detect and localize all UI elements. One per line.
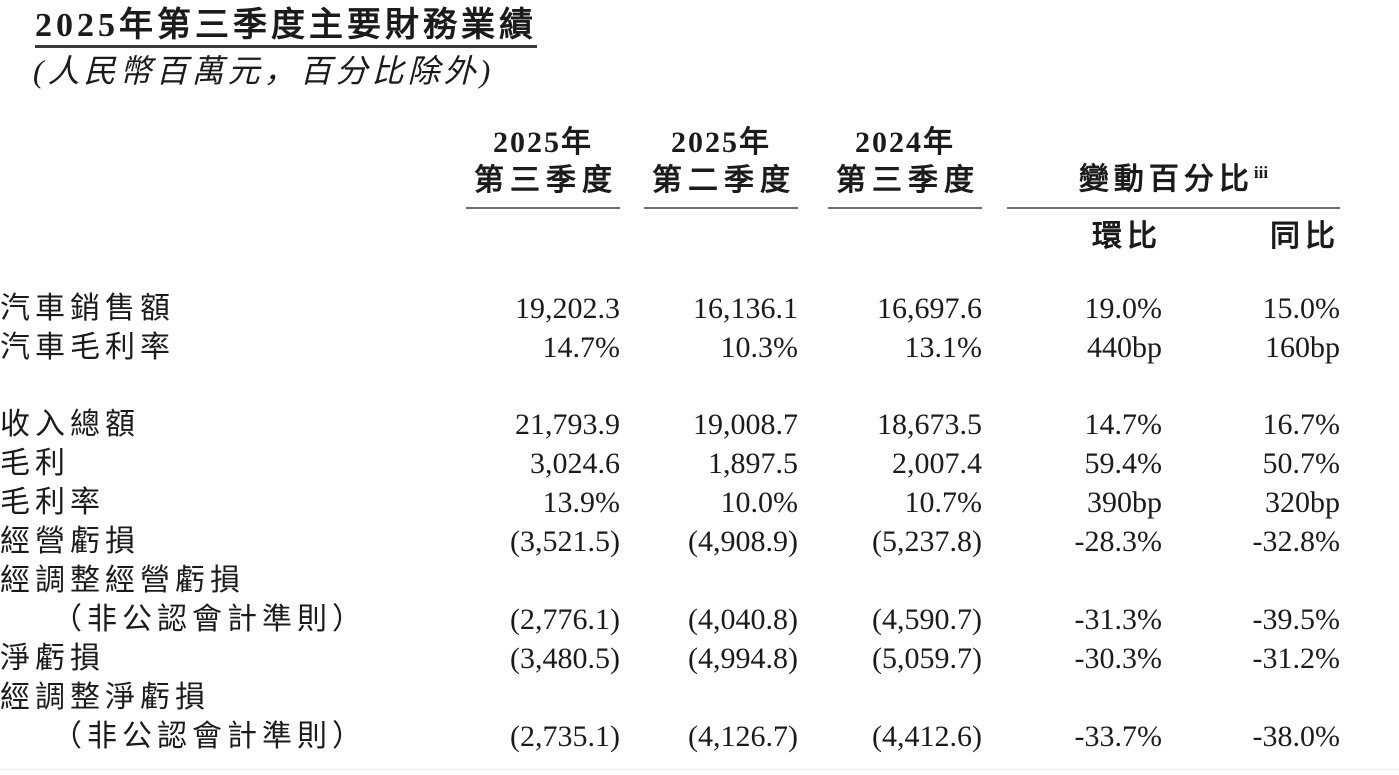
table-row-operating-loss: 經營虧損 (3,521.5) (4,908.9) (5,237.8) -28.3… xyxy=(0,522,1340,561)
cell-q3-2025: (2,776.1) xyxy=(510,603,620,636)
header-q2-2025-block: 2025年 第二季度 xyxy=(644,124,798,209)
row-label: 經調整經營虧損 xyxy=(0,564,245,597)
cell-q2-2025: 10.0% xyxy=(720,486,799,519)
cell-q2-2025: (4,126.7) xyxy=(688,720,798,753)
header-quarter: 第三季度 xyxy=(474,164,618,197)
header-qoq: 環比 xyxy=(1092,220,1162,253)
row-label: 淨虧損 xyxy=(0,642,105,675)
cell-q2-2025: 19,008.7 xyxy=(693,408,798,441)
table-subheader-row: 環比 同比 xyxy=(0,209,1340,257)
cell-yoy: 320bp xyxy=(1265,486,1340,519)
cell-q2-2025: (4,994.8) xyxy=(688,642,798,675)
table-header-row: 2025年 第三季度 2025年 第二季度 2024年 第三季度 xyxy=(0,112,1340,209)
header-empty-cell xyxy=(0,112,445,209)
table-row-adjusted-operating-loss-label: 經調整經營虧損 xyxy=(0,561,1340,600)
page-subtitle: (人民幣百萬元，百分比除外) xyxy=(33,53,495,89)
cell-q3-2025: (2,735.1) xyxy=(510,720,620,753)
cell-q3-2025: 19,202.3 xyxy=(515,292,620,325)
table-row-total-revenues: 收入總額 21,793.9 19,008.7 18,673.5 14.7% 16… xyxy=(0,405,1340,444)
cell-yoy: -39.5% xyxy=(1252,603,1340,636)
cell-qoq: 390bp xyxy=(1087,486,1162,519)
cell-q2-2025: (4,040.8) xyxy=(688,603,798,636)
cell-q3-2024: (4,412.6) xyxy=(872,720,982,753)
header-quarter: 第三季度 xyxy=(836,164,980,197)
cell-qoq: -30.3% xyxy=(1074,642,1162,675)
cell-q2-2025: 16,136.1 xyxy=(693,292,798,325)
table-row-adjusted-net-loss-label: 經調整淨虧損 xyxy=(0,678,1340,717)
header-change-percentage: 變動百分比iii xyxy=(1007,154,1340,209)
table-row-adjusted-operating-loss-nongaap: （非公認會計準則） (2,776.1) (4,040.8) (4,590.7) … xyxy=(0,600,1340,639)
row-label: （非公認會計準則） xyxy=(52,603,367,636)
financial-results-table: 2025年 第三季度 2025年 第二季度 2024年 第三季度 xyxy=(0,112,1340,756)
cell-qoq: 440bp xyxy=(1087,331,1162,364)
cell-yoy: 160bp xyxy=(1265,331,1340,364)
cell-yoy: 15.0% xyxy=(1262,292,1341,325)
cell-yoy: -32.8% xyxy=(1252,525,1340,558)
header-q3-2025: 2025年 第三季度 xyxy=(445,112,620,209)
cell-yoy: 16.7% xyxy=(1262,408,1341,441)
row-label: 經營虧損 xyxy=(0,525,140,558)
row-label: 汽車銷售額 xyxy=(0,292,175,325)
header-year: 2025年 xyxy=(493,126,593,159)
header-yoy: 同比 xyxy=(1270,220,1340,253)
cell-q3-2024: 18,673.5 xyxy=(877,408,982,441)
cell-q3-2025: 13.9% xyxy=(542,486,621,519)
row-label: 毛利率 xyxy=(0,486,105,519)
spacer-row xyxy=(0,257,1340,289)
cell-yoy: 50.7% xyxy=(1262,447,1341,480)
cell-q3-2025: 3,024.6 xyxy=(530,447,620,480)
cell-qoq: -31.3% xyxy=(1074,603,1162,636)
header-q3-2024: 2024年 第三季度 xyxy=(798,112,982,209)
cell-q3-2025: (3,480.5) xyxy=(510,642,620,675)
table-row-gross-margin: 毛利率 13.9% 10.0% 10.7% 390bp 320bp xyxy=(0,483,1340,522)
row-label: （非公認會計準則） xyxy=(52,720,367,753)
cell-q3-2024: (4,590.7) xyxy=(872,603,982,636)
cell-q3-2024: 13.1% xyxy=(904,331,983,364)
cell-q3-2024: 2,007.4 xyxy=(892,447,982,480)
cell-qoq: 59.4% xyxy=(1084,447,1163,480)
cell-q3-2024: (5,237.8) xyxy=(872,525,982,558)
table-row-adjusted-net-loss-nongaap: （非公認會計準則） (2,735.1) (4,126.7) (4,412.6) … xyxy=(0,717,1340,756)
header-q2-2025: 2025年 第二季度 xyxy=(620,112,798,209)
cell-q3-2025: 21,793.9 xyxy=(515,408,620,441)
header-change-group: 變動百分比iii xyxy=(982,112,1340,209)
table-row-net-loss: 淨虧損 (3,480.5) (4,994.8) (5,059.7) -30.3%… xyxy=(0,639,1340,678)
cell-q3-2024: 10.7% xyxy=(904,486,983,519)
cell-q2-2025: 1,897.5 xyxy=(708,447,798,480)
table-row-vehicle-margin: 汽車毛利率 14.7% 10.3% 13.1% 440bp 160bp xyxy=(0,328,1340,367)
row-label: 汽車毛利率 xyxy=(0,331,175,364)
cell-q3-2025: 14.7% xyxy=(542,331,621,364)
row-label: 收入總額 xyxy=(0,408,140,441)
header-year: 2025年 xyxy=(671,126,771,159)
header-q3-2024-block: 2024年 第三季度 xyxy=(828,124,982,209)
cell-qoq: 19.0% xyxy=(1084,292,1163,325)
row-label: 毛利 xyxy=(0,447,70,480)
cell-qoq: -28.3% xyxy=(1074,525,1162,558)
cell-yoy: -38.0% xyxy=(1252,720,1340,753)
header-year: 2024年 xyxy=(855,126,955,159)
cell-qoq: -33.7% xyxy=(1074,720,1162,753)
footnote-marker: iii xyxy=(1253,163,1269,182)
cell-q3-2024: 16,697.6 xyxy=(877,292,982,325)
cell-qoq: 14.7% xyxy=(1084,408,1163,441)
header-q3-2025-block: 2025年 第三季度 xyxy=(466,124,620,209)
table-row-vehicle-sales: 汽車銷售額 19,202.3 16,136.1 16,697.6 19.0% 1… xyxy=(0,289,1340,328)
page-title: 2025年第三季度主要財務業績 xyxy=(35,8,537,48)
cell-yoy: -31.2% xyxy=(1252,642,1340,675)
cell-q2-2025: 10.3% xyxy=(720,331,799,364)
header-change-label: 變動百分比 xyxy=(1078,163,1254,196)
bottom-divider xyxy=(0,769,1399,770)
cell-q3-2024: (5,059.7) xyxy=(872,642,982,675)
spacer-row xyxy=(0,367,1340,405)
header-quarter: 第二季度 xyxy=(652,164,796,197)
row-label: 經調整淨虧損 xyxy=(0,681,210,714)
table-row-gross-profit: 毛利 3,024.6 1,897.5 2,007.4 59.4% 50.7% xyxy=(0,444,1340,483)
cell-q2-2025: (4,908.9) xyxy=(688,525,798,558)
cell-q3-2025: (3,521.5) xyxy=(510,525,620,558)
